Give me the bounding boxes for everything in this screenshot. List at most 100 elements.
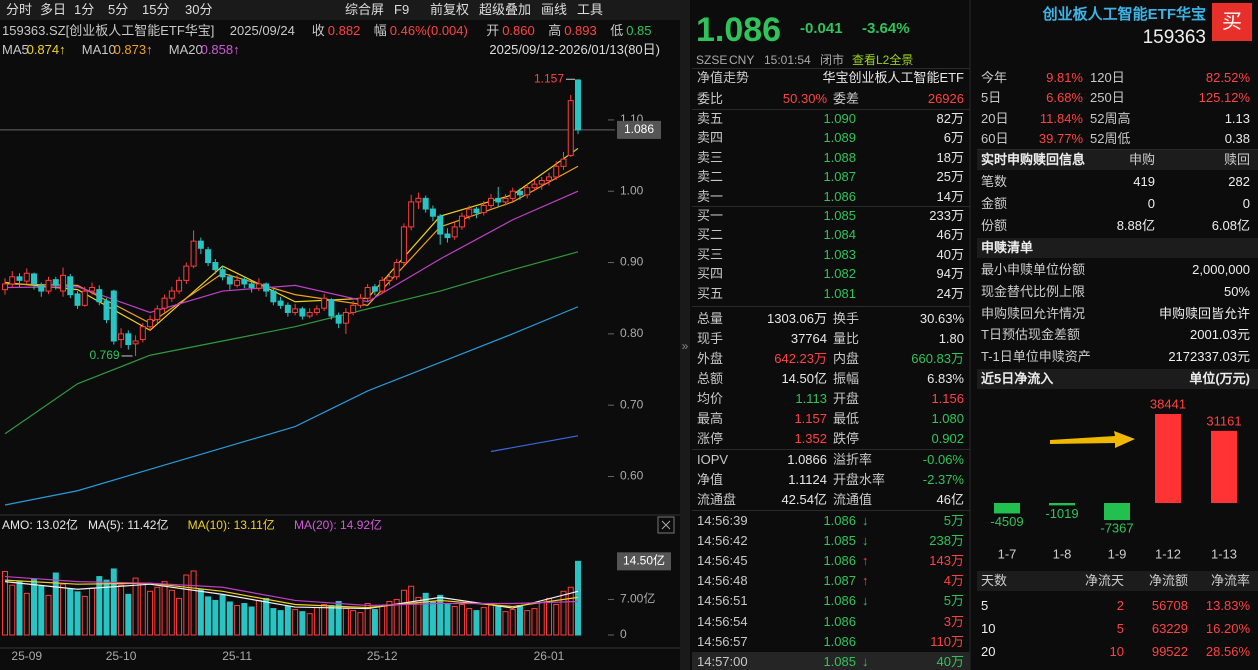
trade-volume: 5万: [943, 513, 964, 528]
tab[interactable]: 5分: [108, 2, 129, 17]
volume-bar: [466, 608, 473, 636]
candle-body: [487, 197, 494, 206]
label: 1.156: [931, 391, 964, 406]
label: 赎回: [1223, 152, 1250, 167]
label: 2,000,000: [1192, 262, 1250, 277]
tab[interactable]: 多日: [40, 2, 67, 17]
label: 1303.06万: [767, 311, 827, 326]
separator: [692, 68, 970, 69]
label: 总量: [697, 311, 724, 326]
x-tick-label: 25-10: [106, 649, 137, 663]
separator: [692, 306, 970, 307]
label: 0.902: [931, 431, 964, 446]
flow-value: -4509: [990, 514, 1023, 529]
label: 1.1124: [788, 472, 827, 487]
candle-body: [67, 276, 74, 296]
tab[interactable]: 1分: [74, 2, 95, 17]
label: 250日: [1090, 90, 1125, 106]
tool-button[interactable]: F9: [394, 2, 410, 17]
volume-ma-line: [4, 579, 579, 609]
candle-body: [31, 273, 38, 285]
tool-button[interactable]: 画线: [541, 2, 568, 17]
candle-body: [23, 272, 30, 282]
tab[interactable]: 30分: [185, 2, 213, 17]
section-band: [977, 150, 1258, 170]
trade-time: 14:57:00: [697, 653, 748, 669]
volume-bar: [299, 611, 306, 636]
volume-bar: [103, 579, 110, 636]
buy-button[interactable]: 买: [1222, 11, 1242, 33]
candle-body: [371, 286, 378, 292]
separator: [692, 510, 970, 511]
label: 39.77%: [1038, 130, 1083, 146]
flow-bar: [1155, 414, 1181, 503]
candle-body: [284, 304, 291, 313]
separator: [692, 206, 970, 207]
label: 溢折率: [833, 452, 873, 467]
label: 18万: [936, 149, 964, 165]
arrow-annotation: [1050, 431, 1135, 448]
l2-link[interactable]: 查看L2全景: [852, 53, 914, 67]
tab[interactable]: 分时: [6, 2, 33, 17]
volume-bar: [132, 577, 139, 636]
volume-bar: [386, 600, 393, 636]
label: 买四: [697, 266, 724, 282]
candle-body: [357, 297, 364, 306]
trade-volume: 3万: [943, 613, 964, 629]
y-tick-label: 0.90: [620, 255, 644, 269]
volume-bar: [321, 604, 328, 636]
label: 1.80: [938, 331, 964, 346]
trade-price: 1.086: [823, 633, 856, 649]
label: 内盘: [833, 351, 860, 366]
label: 5日: [981, 90, 1002, 106]
candle-body: [263, 283, 270, 292]
collapse-icon[interactable]: »: [682, 339, 689, 353]
tab[interactable]: 15分: [142, 2, 170, 17]
candle-body: [408, 201, 415, 228]
candle-body: [89, 287, 96, 292]
volume-bar: [495, 606, 502, 636]
trade-price: 1.086: [823, 513, 856, 528]
label: 卖二: [697, 169, 724, 185]
volume-bar: [277, 610, 284, 636]
label: 82万: [936, 111, 964, 126]
volume-bar: [567, 586, 574, 636]
flow-cell: 2: [1116, 598, 1124, 613]
volume-bar: [263, 597, 270, 636]
label: 50%: [1223, 283, 1250, 299]
info-text: 0.46%(0.004): [389, 23, 468, 38]
candle-body: [502, 197, 509, 203]
volume-bar: [429, 600, 436, 636]
candle-body: [277, 300, 284, 306]
candle-body: [509, 190, 516, 199]
label: 46亿: [936, 492, 964, 507]
label: 1.088: [823, 149, 856, 165]
candle-body: [197, 240, 204, 249]
flow-category: 1-13: [1211, 546, 1237, 561]
tool-button[interactable]: 前复权: [430, 2, 470, 17]
volume-bar: [306, 613, 313, 636]
trade-direction: ↑: [862, 553, 869, 569]
label: 20日: [981, 110, 1009, 126]
label: 现手: [697, 331, 724, 346]
label: T-1日单位申赎资产: [981, 349, 1091, 365]
tool-button[interactable]: 超级叠加: [479, 2, 532, 17]
candle-body: [9, 276, 16, 285]
label: 流通盘: [697, 492, 737, 507]
candle-body: [386, 276, 393, 281]
unit-label: 单位(万元): [1189, 371, 1250, 386]
candle-body: [480, 204, 487, 214]
volume-bar: [458, 604, 465, 636]
tool-button[interactable]: 工具: [577, 2, 604, 17]
candle-body: [292, 308, 299, 313]
buy-button-bg[interactable]: [1212, 3, 1252, 41]
section-band: [977, 238, 1258, 258]
candle-body: [328, 299, 335, 317]
close-button[interactable]: [657, 516, 675, 534]
trade-direction: ↓: [862, 653, 869, 669]
info-text: 幅: [373, 23, 387, 38]
tool-button[interactable]: 综合屏: [345, 2, 385, 17]
candle-body: [400, 226, 407, 264]
volume-bar: [408, 585, 415, 636]
candle-body: [350, 304, 357, 313]
